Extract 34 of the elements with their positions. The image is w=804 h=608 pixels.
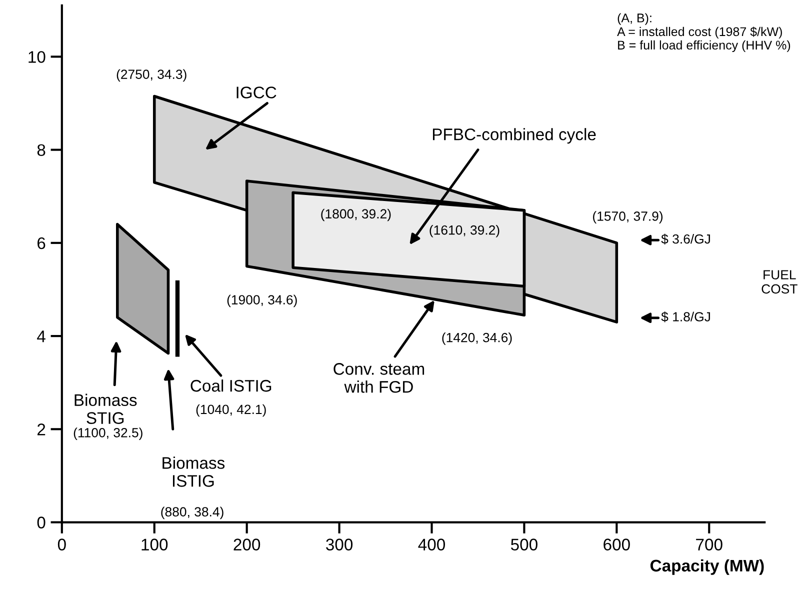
annotation: (1570, 37.9): [593, 211, 663, 224]
annotation: (1420, 34.6): [442, 332, 512, 345]
annotation: PFBC-combined cycle: [432, 128, 596, 144]
y-tick-label: 4: [37, 330, 46, 342]
annotation: Conv. steam with FGD: [334, 363, 424, 393]
annotation: FUEL COST: [762, 270, 798, 294]
annotation: IGCC: [236, 86, 276, 98]
annotation: (1100, 32.5): [74, 428, 142, 440]
x-tick-label: 0: [58, 538, 66, 550]
annotation: $ 1.8/GJ: [661, 312, 710, 322]
annotation: (A, B): A = installed cost (1987 $/kW) B = full load efficiency (HHV %): [617, 13, 790, 52]
annotation: $ 3.6/GJ: [661, 234, 710, 244]
x-tick-label: 400: [418, 538, 445, 550]
annotation: Coal ISTIG: [190, 379, 272, 392]
y-tick-label: 0: [37, 516, 46, 528]
y-tick-label: 2: [38, 424, 46, 436]
annotation: (1040, 42.1): [196, 404, 266, 417]
annotation: (880, 38.4): [161, 506, 224, 520]
y-tick-label: 6: [38, 237, 46, 250]
x-tick-label: 600: [604, 538, 630, 550]
x-tick-label: 100: [142, 538, 168, 550]
x-tick-label: 200: [234, 538, 260, 550]
y-tick-label: 10: [28, 51, 46, 63]
annotation: (1610, 39.2): [430, 225, 500, 238]
x-tick-label: 500: [510, 538, 538, 550]
annotation: (1900, 34.6): [227, 294, 297, 308]
annotation: Biomass ISTIG: [162, 456, 225, 487]
annotation: (2750, 34.3): [116, 69, 186, 82]
annotation: (1800, 39.2): [321, 208, 391, 222]
x-tick-label: 700: [696, 538, 722, 550]
x-axis-title: Capacity (MW): [650, 559, 764, 575]
y-tick-label: 8: [37, 144, 46, 156]
annotation: Biomass STIG: [74, 394, 137, 424]
x-tick-label: 300: [326, 538, 353, 550]
